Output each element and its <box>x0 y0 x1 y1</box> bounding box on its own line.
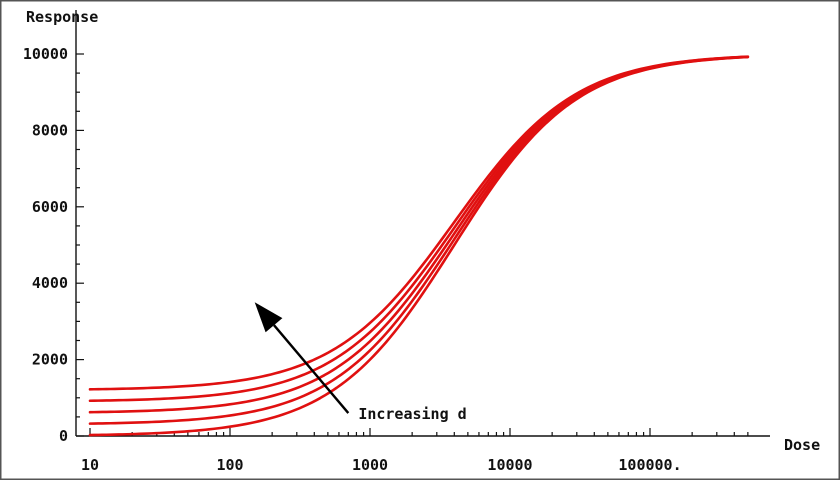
x-tick-label: 100000. <box>618 456 681 474</box>
y-tick-label: 4000 <box>32 274 68 292</box>
x-tick-label: 10000 <box>487 456 532 474</box>
annotation-text: Increasing d <box>358 405 466 423</box>
x-axis-label: Dose <box>784 436 820 454</box>
y-tick-label: 10000 <box>23 45 68 63</box>
annotation: Increasing d <box>254 302 467 423</box>
x-tick-label: 1000 <box>352 456 388 474</box>
series-line <box>88 55 750 391</box>
axes: 0 2000 4000 6000 8000 10000 10 100 1000 10000 1000… <box>23 10 770 474</box>
y-tick-label: 0 <box>59 427 68 445</box>
y-tick-label: 8000 <box>32 121 68 139</box>
x-tick-label: 100 <box>216 456 243 474</box>
annotation-arrow-shaft <box>273 324 350 414</box>
y-tick-label: 6000 <box>32 198 68 216</box>
annotation-arrow-head <box>254 302 283 333</box>
x-tick-label: 10 <box>81 456 99 474</box>
curves <box>88 55 750 437</box>
y-tick-label: 2000 <box>32 351 68 369</box>
y-axis-label: Response <box>26 8 98 26</box>
